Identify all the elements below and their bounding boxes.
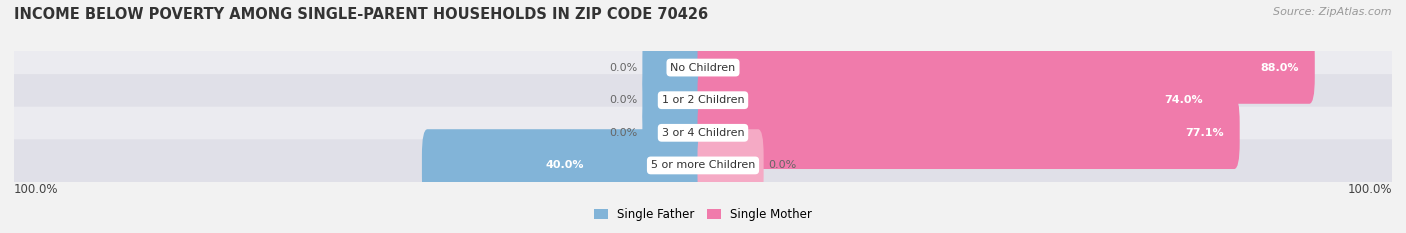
FancyBboxPatch shape [8, 41, 1398, 94]
Text: 5 or more Children: 5 or more Children [651, 161, 755, 170]
FancyBboxPatch shape [697, 97, 1240, 169]
Text: 100.0%: 100.0% [14, 183, 59, 196]
Text: 77.1%: 77.1% [1185, 128, 1223, 138]
FancyBboxPatch shape [422, 129, 709, 202]
FancyBboxPatch shape [697, 129, 763, 202]
Text: No Children: No Children [671, 63, 735, 72]
Text: 88.0%: 88.0% [1260, 63, 1299, 72]
FancyBboxPatch shape [643, 64, 709, 136]
FancyBboxPatch shape [697, 64, 1219, 136]
Text: 0.0%: 0.0% [609, 128, 637, 138]
Text: 100.0%: 100.0% [1347, 183, 1392, 196]
FancyBboxPatch shape [8, 74, 1398, 126]
Text: 1 or 2 Children: 1 or 2 Children [662, 95, 744, 105]
Text: 40.0%: 40.0% [546, 161, 585, 170]
FancyBboxPatch shape [697, 31, 1315, 104]
Text: 3 or 4 Children: 3 or 4 Children [662, 128, 744, 138]
FancyBboxPatch shape [643, 31, 709, 104]
FancyBboxPatch shape [8, 139, 1398, 192]
Text: 0.0%: 0.0% [769, 161, 797, 170]
Text: 0.0%: 0.0% [609, 95, 637, 105]
Text: INCOME BELOW POVERTY AMONG SINGLE-PARENT HOUSEHOLDS IN ZIP CODE 70426: INCOME BELOW POVERTY AMONG SINGLE-PARENT… [14, 7, 709, 22]
Text: 0.0%: 0.0% [609, 63, 637, 72]
Text: 74.0%: 74.0% [1164, 95, 1202, 105]
Legend: Single Father, Single Mother: Single Father, Single Mother [589, 203, 817, 225]
FancyBboxPatch shape [8, 107, 1398, 159]
Text: Source: ZipAtlas.com: Source: ZipAtlas.com [1274, 7, 1392, 17]
FancyBboxPatch shape [643, 97, 709, 169]
